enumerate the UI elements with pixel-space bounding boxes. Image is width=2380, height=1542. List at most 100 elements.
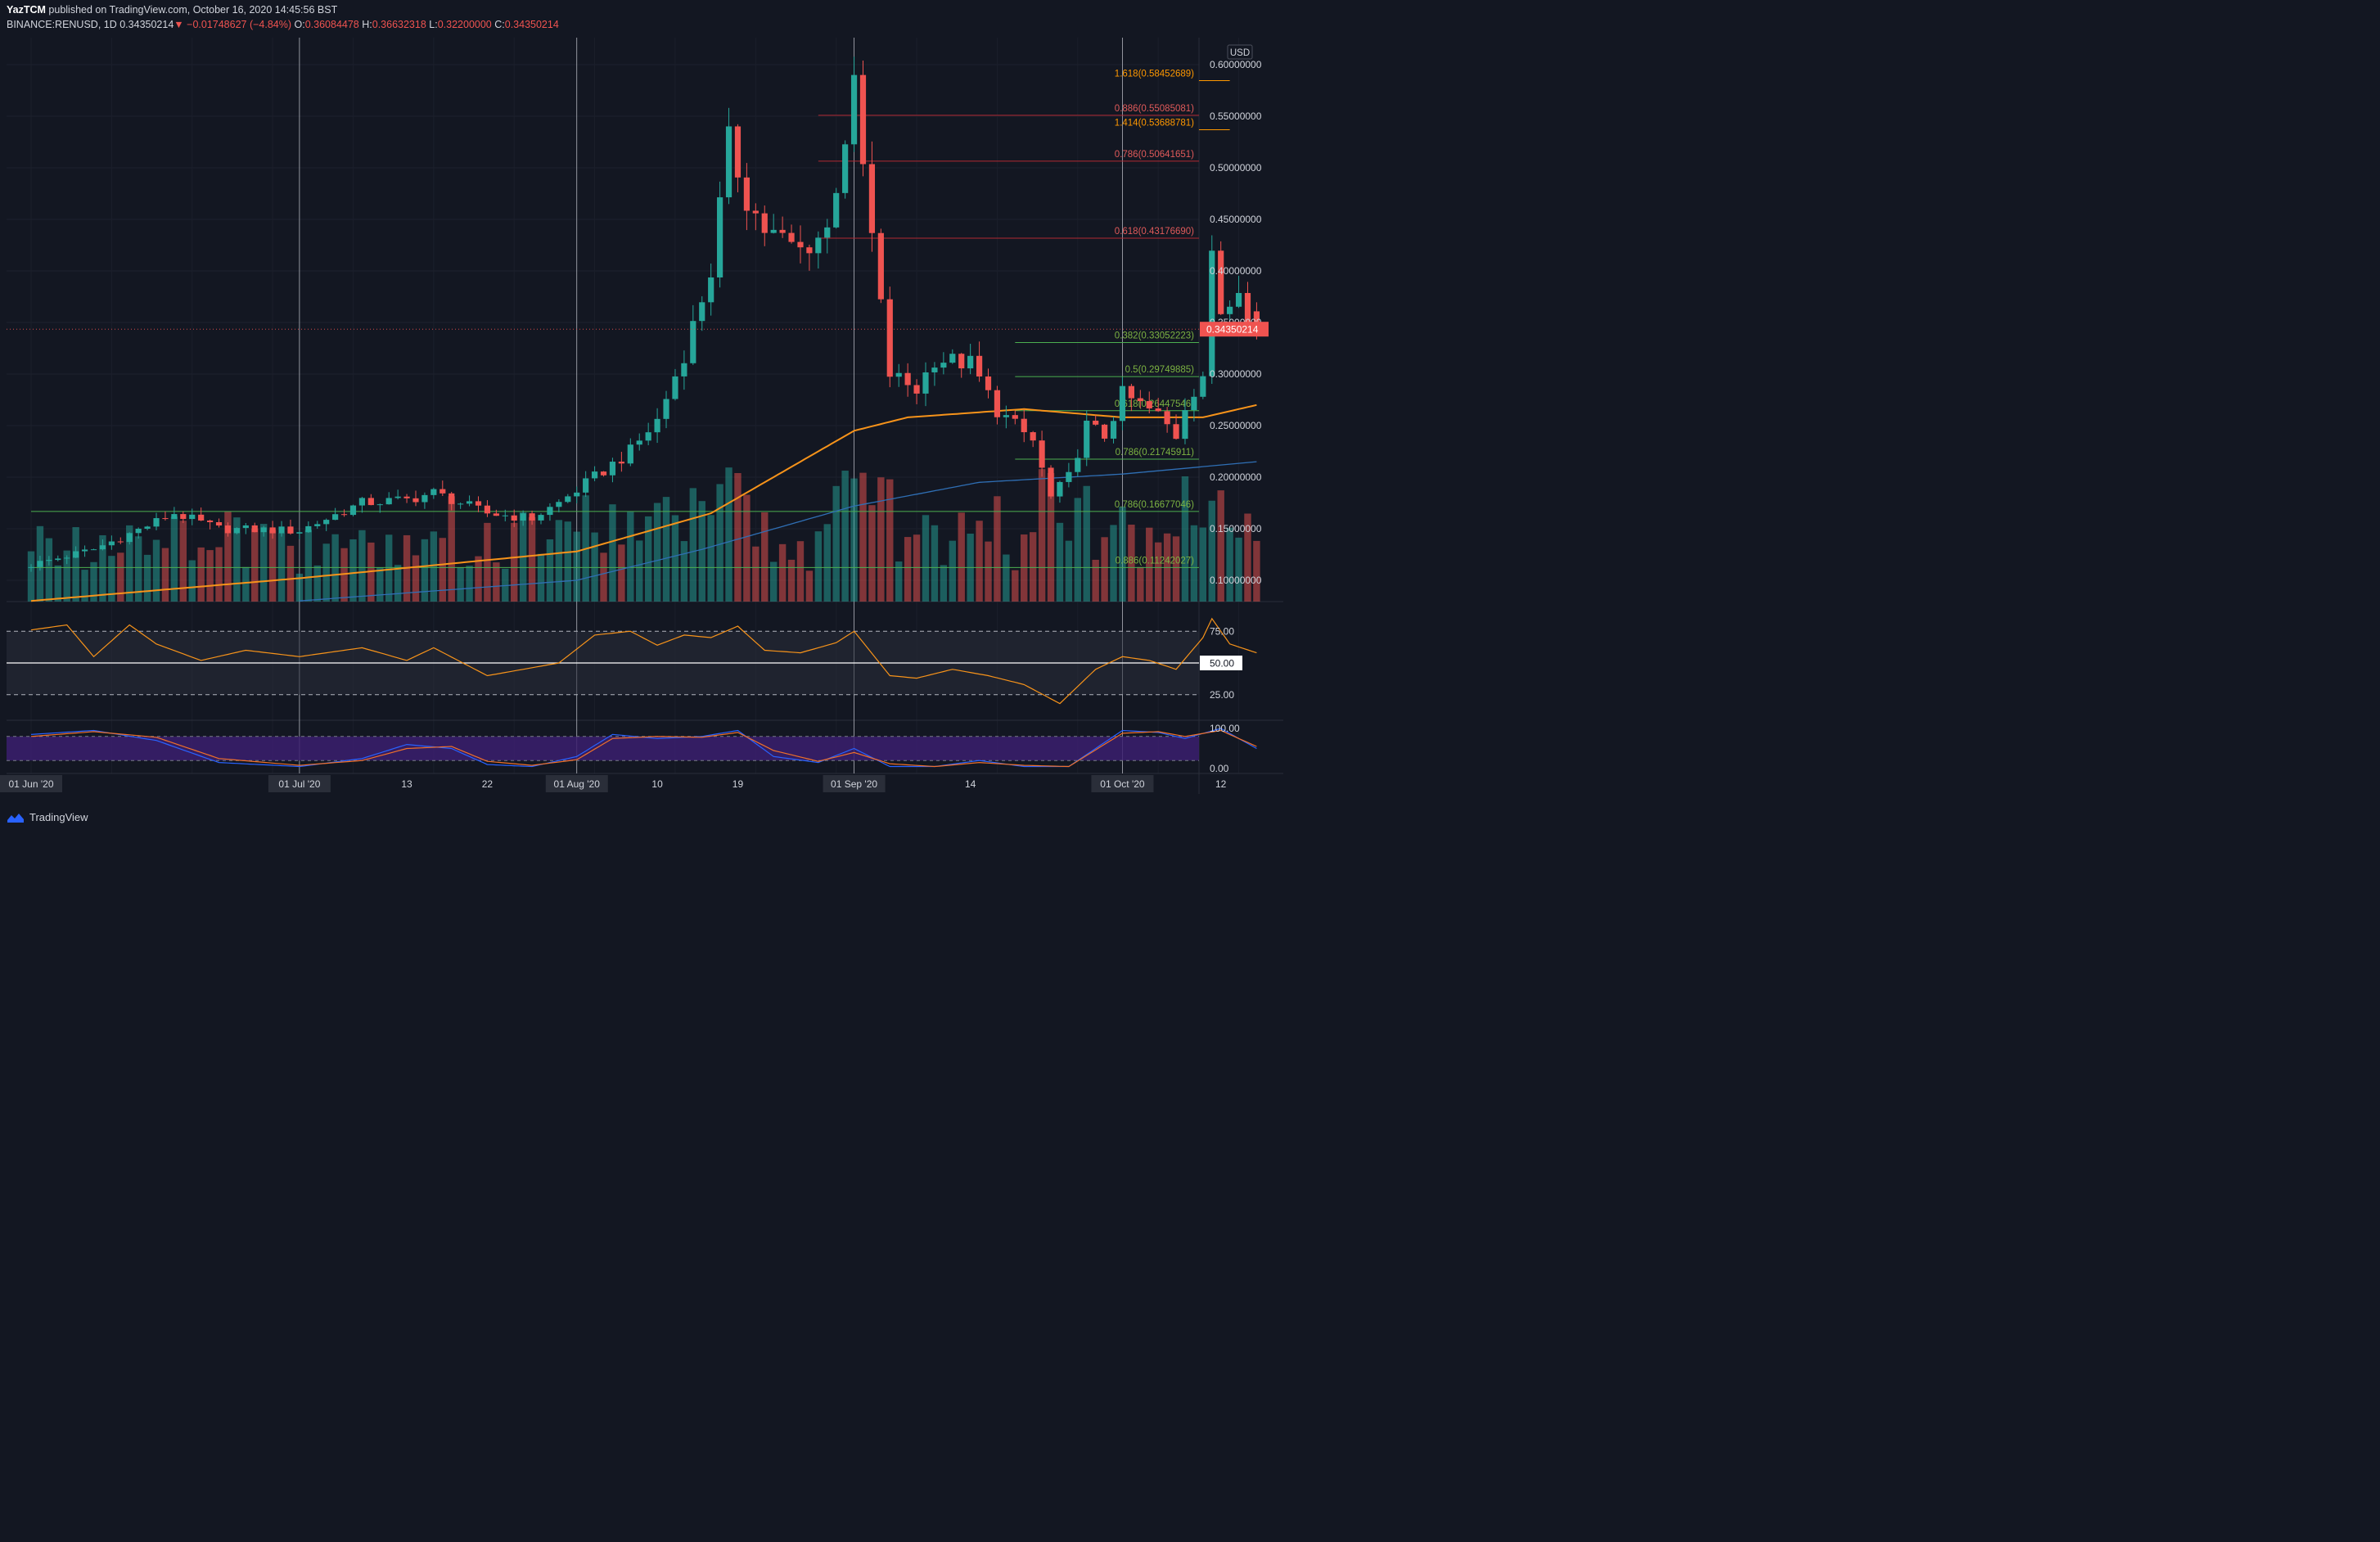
candle-body <box>672 376 678 399</box>
time-tick-label: 01 Sep '20 <box>831 778 877 790</box>
last-price-badge <box>1200 322 1269 337</box>
volume-bar <box>1101 537 1108 602</box>
volume-bar <box>877 477 885 602</box>
volume-bar <box>1199 527 1207 602</box>
volume-bar <box>1226 527 1233 602</box>
price-tick-label: 0.55000000 <box>1210 110 1262 122</box>
fib-label: 0.5(0.29749885) <box>1125 365 1195 375</box>
candle-body <box>108 541 115 546</box>
volume-bar <box>493 562 500 602</box>
volume-bar <box>90 561 97 602</box>
volume-bar <box>475 556 482 602</box>
fib-label: 0.886(0.55085081) <box>1115 104 1194 114</box>
currency-label: USD <box>1230 48 1250 58</box>
candle-body <box>1200 376 1206 397</box>
candle-body <box>717 197 723 277</box>
volume-bar <box>796 541 805 602</box>
volume-bar <box>54 565 61 602</box>
price-chart[interactable]: 1.618(0.58452689) 0.886(0.55085081) 1.414(… <box>0 0 1431 832</box>
candle-body <box>663 399 669 419</box>
ema-orange-line <box>30 404 1257 602</box>
fib-label: 0.786(0.50641651) <box>1115 150 1194 160</box>
candle-body <box>1173 424 1179 440</box>
candle-body <box>28 566 34 568</box>
volume-bar <box>313 565 321 602</box>
volume-bar <box>197 547 205 602</box>
volume-bar <box>188 560 196 602</box>
candle-body <box>385 498 392 505</box>
volume-bar <box>117 552 124 602</box>
candle-body <box>367 498 374 506</box>
volume-bar <box>931 525 939 602</box>
candle-body <box>690 321 696 363</box>
volume-bar <box>644 516 652 602</box>
candle-body <box>815 237 822 254</box>
volume-bar <box>573 531 580 602</box>
volume-bar <box>242 566 250 602</box>
tradingview-branding[interactable]: TradingView <box>7 811 88 823</box>
volume-bar <box>304 530 313 602</box>
candle-body <box>859 74 867 165</box>
price-tick-label: 0.30000000 <box>1210 368 1262 380</box>
volume-bar <box>1092 559 1099 602</box>
candle-body <box>511 515 517 521</box>
candle-body <box>636 440 642 445</box>
symbol-name[interactable]: BINANCE:RENUSD, 1D <box>7 19 117 30</box>
volume-bar <box>126 525 133 602</box>
candle-body <box>153 518 160 527</box>
volume-bar <box>680 541 688 602</box>
high-value: 0.36632318 <box>372 19 426 30</box>
volume-bar <box>1253 540 1260 602</box>
volume-bars <box>27 467 1260 602</box>
candle-body <box>260 527 267 533</box>
price-tick-label: 0.40000000 <box>1210 265 1262 277</box>
volume-bar <box>618 544 625 602</box>
candle-body <box>618 462 624 464</box>
volume-bar <box>1181 476 1189 602</box>
candle-body <box>493 513 499 516</box>
candle-body <box>394 496 401 498</box>
volume-bar <box>940 565 948 602</box>
volume-bar <box>1003 554 1010 602</box>
candle-body <box>1146 401 1152 409</box>
candle-body <box>699 302 705 322</box>
candle-body <box>1227 306 1233 314</box>
volume-bar <box>484 522 491 602</box>
time-label-box <box>1091 775 1154 792</box>
volume-bar <box>72 527 79 602</box>
time-label-box <box>823 775 886 792</box>
volume-bar <box>1056 522 1064 602</box>
candle-body <box>73 551 79 558</box>
stoch-tick-label: 100.00 <box>1210 723 1240 734</box>
volume-bar <box>752 546 760 602</box>
volume-bar <box>922 515 930 602</box>
candle-body <box>1253 311 1260 330</box>
candle-body <box>743 177 750 211</box>
candle-body <box>627 444 633 464</box>
candle-body <box>144 526 151 530</box>
candle-body <box>278 526 285 534</box>
volume-bar <box>170 516 178 602</box>
volume-bar <box>591 532 598 602</box>
candle-body <box>1244 292 1251 323</box>
volume-bar <box>215 547 223 602</box>
time-tick-label: 01 Oct '20 <box>1100 778 1145 790</box>
fib-label: 0.618(0.43176690) <box>1115 227 1194 237</box>
volume-bar <box>394 565 402 602</box>
candle-body <box>949 354 956 363</box>
publisher-name[interactable]: YazTCM <box>7 4 46 16</box>
fib-label: 1.414(0.53688781) <box>1115 119 1194 128</box>
volume-bar <box>331 534 339 602</box>
volume-bar <box>859 472 867 602</box>
volume-bar <box>1172 536 1180 602</box>
candle-body <box>421 494 428 503</box>
volume-bar <box>564 521 571 602</box>
volume-bar <box>430 531 438 602</box>
candle-body <box>967 355 974 369</box>
volume-bar <box>161 548 169 602</box>
candle-body <box>171 514 178 520</box>
candle-body <box>37 561 43 567</box>
volume-bar <box>949 540 956 602</box>
volume-bar <box>108 556 115 602</box>
symbol-info: BINANCE:RENUSD, 1D 0.34350214▼ −0.017486… <box>7 19 559 30</box>
